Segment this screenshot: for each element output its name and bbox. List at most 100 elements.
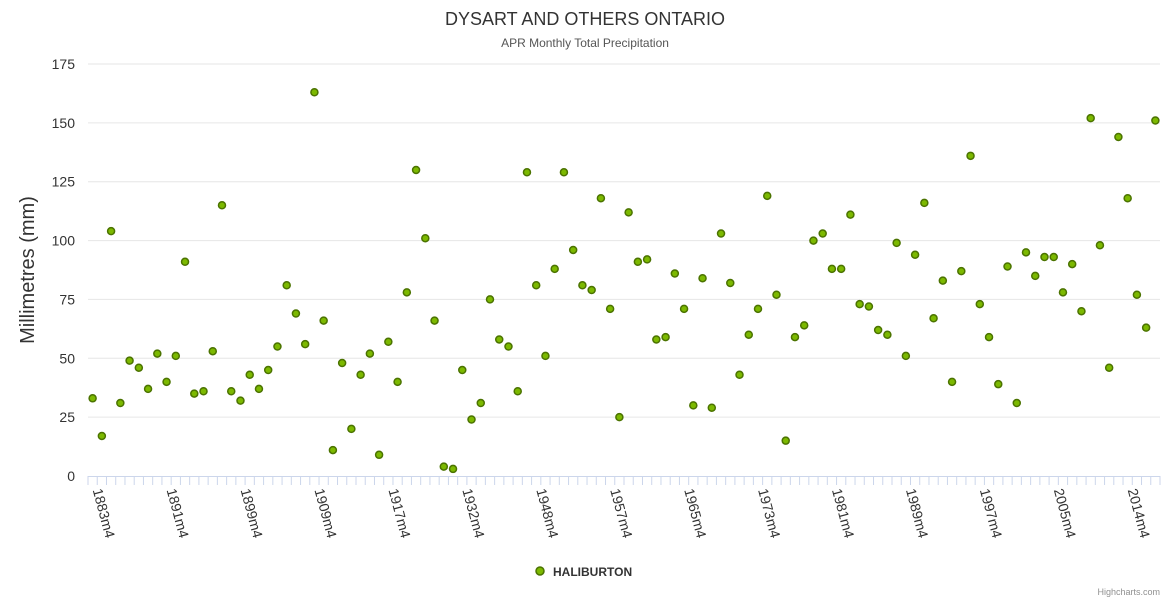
data-point[interactable] <box>781 436 790 445</box>
data-point[interactable] <box>300 339 310 349</box>
data-point[interactable] <box>171 351 181 361</box>
data-point[interactable] <box>762 191 772 201</box>
data-point[interactable] <box>263 365 273 375</box>
data-point[interactable] <box>836 264 846 274</box>
data-point[interactable] <box>984 332 994 342</box>
data-point[interactable] <box>226 386 236 396</box>
data-point[interactable] <box>162 377 171 387</box>
data-point[interactable] <box>735 370 744 380</box>
data-point[interactable] <box>254 384 264 394</box>
data-point[interactable] <box>1104 363 1114 372</box>
data-point[interactable] <box>365 349 375 358</box>
data-point[interactable] <box>411 165 421 175</box>
data-point[interactable] <box>476 398 486 408</box>
data-point[interactable] <box>143 384 153 394</box>
data-point[interactable] <box>587 285 596 295</box>
data-point[interactable] <box>975 299 985 309</box>
data-point[interactable] <box>106 226 116 236</box>
data-point[interactable] <box>319 316 328 325</box>
data-point[interactable] <box>439 462 449 471</box>
data-point[interactable] <box>633 257 643 267</box>
data-point[interactable] <box>827 264 837 274</box>
data-point[interactable] <box>744 330 754 339</box>
data-point[interactable] <box>624 208 633 217</box>
data-point[interactable] <box>799 321 809 330</box>
data-point[interactable] <box>1132 290 1142 299</box>
data-point[interactable] <box>698 273 707 283</box>
data-point[interactable] <box>642 255 652 264</box>
data-point[interactable] <box>578 281 587 290</box>
data-point[interactable] <box>550 264 559 274</box>
data-point[interactable] <box>1030 271 1040 281</box>
data-point[interactable] <box>541 351 550 361</box>
data-point[interactable] <box>559 168 569 177</box>
data-point[interactable] <box>180 257 190 267</box>
data-point[interactable] <box>910 250 920 259</box>
data-point[interactable] <box>125 356 134 365</box>
data-point[interactable] <box>393 377 402 387</box>
data-point[interactable] <box>670 269 680 278</box>
data-point[interactable] <box>531 281 541 290</box>
data-point[interactable] <box>291 309 301 318</box>
data-point[interactable] <box>1049 252 1058 262</box>
data-point[interactable] <box>217 201 227 210</box>
data-point[interactable] <box>430 316 439 325</box>
data-point[interactable] <box>1123 193 1132 203</box>
legend-item-haliburton[interactable]: HALIBURTON <box>553 565 632 579</box>
data-point[interactable] <box>938 276 948 285</box>
data-point[interactable] <box>88 394 97 403</box>
data-point[interactable] <box>920 198 929 208</box>
data-point[interactable] <box>966 151 975 161</box>
data-point[interactable] <box>384 337 393 347</box>
data-point[interactable] <box>1040 252 1049 262</box>
data-point[interactable] <box>245 370 254 380</box>
data-point[interactable] <box>273 342 282 351</box>
data-point[interactable] <box>818 229 827 238</box>
data-point[interactable] <box>1086 113 1095 123</box>
data-point[interactable] <box>310 88 319 97</box>
data-point[interactable] <box>1021 248 1031 257</box>
data-point[interactable] <box>1077 306 1086 316</box>
data-point[interactable] <box>199 386 208 396</box>
data-point[interactable] <box>892 238 901 248</box>
data-point[interactable] <box>901 351 911 361</box>
data-point[interactable] <box>1012 398 1022 408</box>
data-point[interactable] <box>190 389 199 398</box>
data-point[interactable] <box>1095 241 1105 250</box>
data-point[interactable] <box>1151 116 1160 125</box>
data-point[interactable] <box>596 193 606 203</box>
data-point[interactable] <box>236 396 245 405</box>
credits-link[interactable]: Highcharts.com <box>1097 587 1160 597</box>
data-point[interactable] <box>679 304 689 314</box>
data-point[interactable] <box>957 266 966 276</box>
data-point[interactable] <box>504 342 513 351</box>
data-point[interactable] <box>846 210 855 219</box>
data-point[interactable] <box>467 415 476 424</box>
data-point[interactable] <box>873 325 883 335</box>
data-point[interactable] <box>1003 262 1012 271</box>
data-point[interactable] <box>726 278 735 288</box>
data-point[interactable] <box>864 302 874 311</box>
data-point[interactable] <box>421 233 430 243</box>
data-point[interactable] <box>485 295 495 304</box>
data-point[interactable] <box>116 398 125 408</box>
data-point[interactable] <box>134 363 144 372</box>
data-point[interactable] <box>513 386 522 396</box>
data-point[interactable] <box>605 304 615 314</box>
data-point[interactable] <box>282 281 291 290</box>
data-point[interactable] <box>347 424 356 434</box>
data-point[interactable] <box>522 168 532 177</box>
data-point[interactable] <box>994 379 1003 389</box>
data-point[interactable] <box>153 349 162 358</box>
data-point[interactable] <box>689 401 698 410</box>
data-point[interactable] <box>615 412 624 422</box>
data-point[interactable] <box>568 245 578 255</box>
data-point[interactable] <box>929 314 938 323</box>
data-point[interactable] <box>402 288 412 297</box>
data-point[interactable] <box>661 332 670 342</box>
data-point[interactable] <box>97 431 107 441</box>
data-point[interactable] <box>356 370 365 380</box>
legend[interactable]: HALIBURTON <box>535 565 632 579</box>
data-point[interactable] <box>328 445 338 455</box>
data-point[interactable] <box>458 365 467 375</box>
